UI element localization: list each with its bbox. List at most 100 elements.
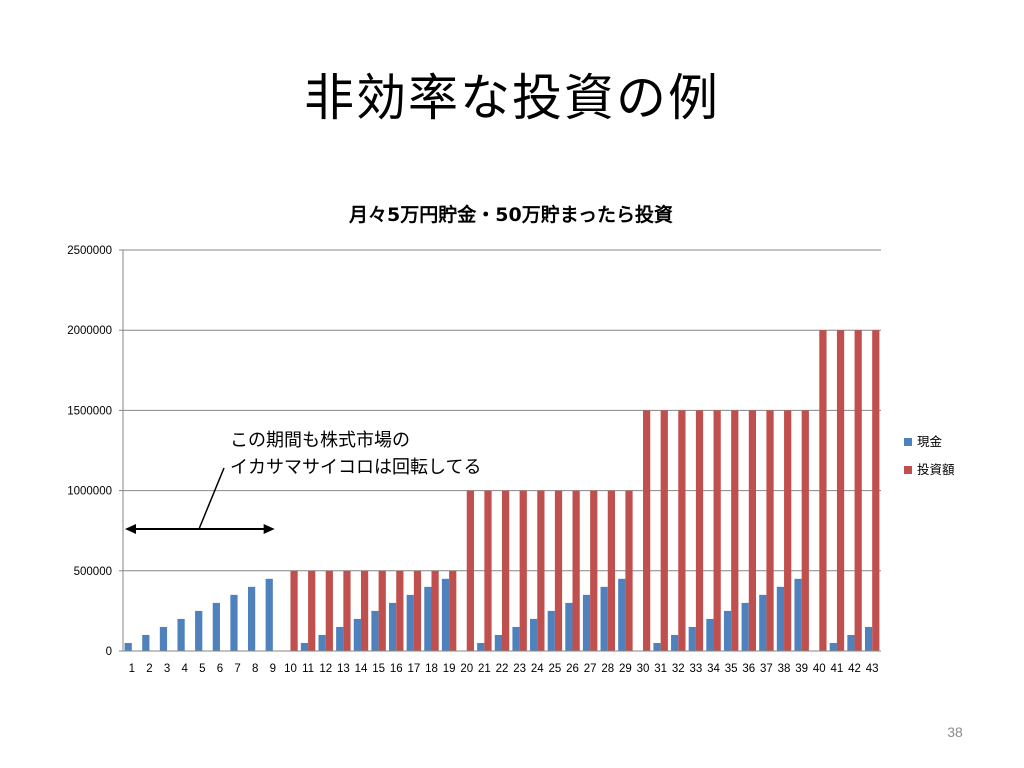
page-number: 38 (947, 724, 963, 740)
x-tick-label: 16 (390, 663, 403, 675)
bar-investment (590, 490, 598, 651)
arrowhead-left (125, 524, 136, 534)
x-tick-label: 43 (866, 663, 879, 675)
x-tick-label: 10 (284, 663, 297, 675)
x-tick-label: 35 (725, 663, 738, 675)
bar-investment (872, 330, 880, 651)
bar-cash (441, 578, 450, 651)
annotation-leader (198, 467, 225, 530)
x-tick-label: 39 (795, 663, 808, 675)
bar-cash (864, 626, 873, 651)
y-tick-label: 1000000 (67, 486, 112, 498)
bar-cash (195, 610, 203, 651)
bar-cash (494, 634, 502, 651)
bar-cash (547, 610, 555, 651)
bar-cash (565, 602, 573, 651)
bar-investment (413, 570, 422, 651)
x-tick-label: 22 (496, 663, 509, 675)
bar-investment (537, 490, 545, 651)
bar-investment (308, 570, 316, 651)
bar-investment (836, 330, 845, 651)
x-tick-label: 26 (566, 663, 579, 675)
bar-cash (776, 586, 785, 651)
bar-cash (653, 642, 661, 651)
x-tick-label: 15 (372, 663, 385, 675)
bar-cash (829, 642, 837, 651)
bar-investment (607, 490, 615, 651)
bar-investment (519, 490, 527, 651)
x-tick-label: 18 (425, 663, 438, 675)
x-tick-label: 38 (778, 663, 791, 675)
x-tick-label: 7 (234, 663, 240, 675)
x-tick-label: 9 (270, 663, 276, 675)
bar-investment (748, 410, 757, 651)
x-tick-label: 40 (813, 663, 826, 675)
bar-investment (643, 410, 651, 651)
bar-investment (466, 490, 474, 651)
bar-cash (706, 618, 714, 651)
bar-cash (406, 594, 414, 651)
x-tick-label: 17 (407, 663, 420, 675)
x-tick-label: 34 (707, 663, 720, 675)
bar-investment (678, 410, 686, 651)
bar-cash (389, 602, 397, 651)
x-tick-label: 13 (337, 663, 350, 675)
bar-investment (343, 570, 351, 651)
bar-investment (484, 490, 492, 651)
x-tick-label: 8 (252, 663, 258, 675)
x-tick-label: 32 (672, 663, 685, 675)
bar-investment (819, 330, 827, 651)
bar-investment (713, 410, 721, 651)
x-tick-label: 5 (199, 663, 205, 675)
bar-investment (766, 410, 774, 651)
bar-investment (854, 330, 862, 651)
x-tick-label: 27 (584, 663, 597, 675)
bar-investment (378, 570, 386, 651)
bar-investment (554, 490, 563, 651)
x-tick-label: 3 (164, 663, 170, 675)
y-tick-label: 0 (106, 646, 112, 658)
bar-cash (600, 586, 608, 651)
bar-cash (688, 626, 696, 651)
y-tick-label: 500000 (74, 566, 112, 578)
bar-cash (318, 634, 326, 651)
bar-cash (159, 626, 168, 651)
x-tick-label: 23 (513, 663, 526, 675)
legend-label: 現金 (917, 434, 943, 449)
bar-investment (801, 410, 809, 651)
bar-investment (625, 490, 633, 651)
x-tick-label: 12 (319, 663, 332, 675)
x-tick-label: 33 (690, 663, 703, 675)
legend-label: 投資額 (917, 462, 955, 477)
x-tick-label: 25 (548, 663, 561, 675)
bar-cash (618, 578, 626, 651)
bar-cash (177, 618, 185, 651)
x-tick-label: 29 (619, 663, 632, 675)
bar-cash (353, 618, 361, 651)
x-tick-label: 11 (302, 663, 314, 675)
bar-investment (431, 570, 439, 651)
x-tick-label: 41 (831, 663, 844, 675)
bar-cash (247, 586, 256, 651)
bar-cash (336, 626, 344, 651)
bar-investment (360, 570, 369, 651)
x-tick-label: 42 (848, 663, 861, 675)
bar-investment (449, 570, 457, 651)
y-tick-label: 2000000 (67, 325, 112, 337)
x-tick-label: 24 (531, 663, 544, 675)
bar-investment (572, 490, 580, 651)
annotation-text: イカサマサイコロは回転してる (230, 457, 481, 478)
x-tick-label: 4 (181, 663, 188, 675)
y-tick-label: 1500000 (67, 405, 112, 417)
bar-investment (784, 410, 792, 651)
bar-cash (794, 578, 802, 651)
bar-cash (741, 602, 749, 651)
bar-investment (695, 410, 704, 651)
slide-title: 非効率な投資の例 (304, 69, 720, 127)
bar-investment (396, 570, 404, 651)
x-tick-label: 1 (129, 663, 135, 675)
bar-cash (512, 626, 520, 651)
bar-cash (212, 602, 220, 651)
x-tick-label: 21 (478, 663, 491, 675)
